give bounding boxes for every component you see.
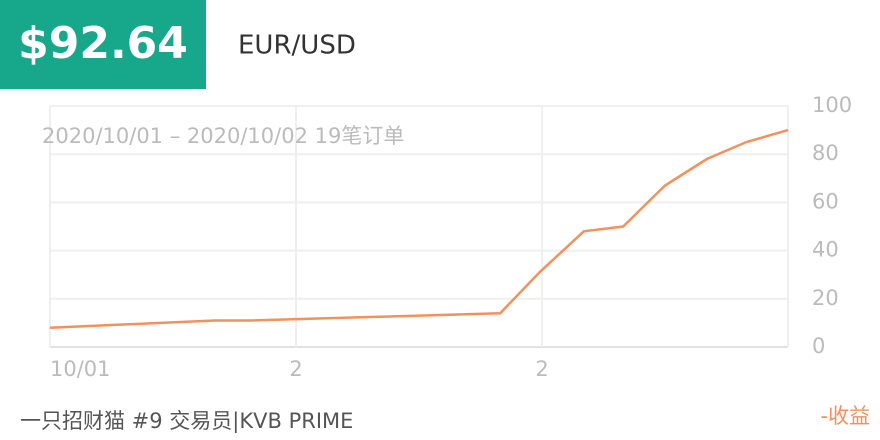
y-tick-label: 60 (812, 189, 839, 213)
footer-text: 一只招财猫 #9 交易员|KVB PRIME (20, 409, 353, 434)
y-tick-label: 80 (812, 141, 839, 165)
y-tick-label: 20 (812, 286, 839, 310)
x-tick-label: 2 (535, 357, 548, 381)
x-tick-label: 10/01 (50, 357, 111, 381)
y-tick-label: 0 (812, 334, 825, 358)
y-tick-label: 100 (812, 93, 852, 117)
symbol: EUR/USD (238, 31, 356, 61)
price-badge (0, 0, 206, 89)
price: $92.64 (18, 18, 188, 69)
x-tick-label: 2 (289, 357, 302, 381)
subtitle: 2020/10/01 – 2020/10/02 19笔订单 (42, 124, 404, 148)
line (49, 128, 789, 329)
y-tick-label: 40 (812, 238, 839, 262)
legend-entry: -收益 (820, 404, 870, 428)
